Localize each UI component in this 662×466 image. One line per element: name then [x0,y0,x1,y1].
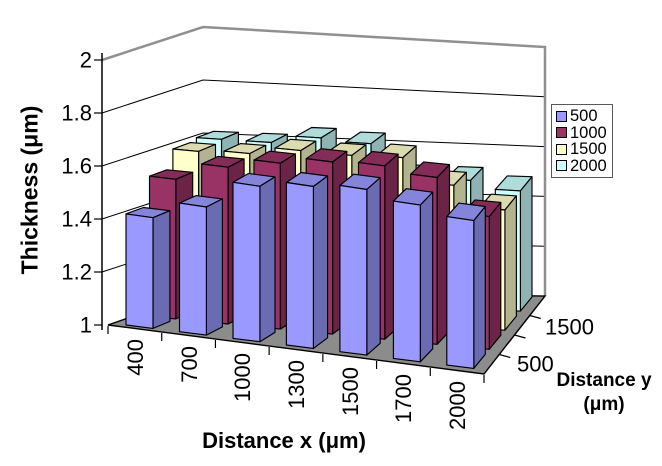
legend-swatch [556,143,567,155]
bar-front-face [392,200,421,363]
gridline [101,132,546,167]
bar-500-x1300 [285,171,329,349]
legend-label: 2000 [570,156,607,175]
bar-front-face [339,184,368,356]
legend-item: 1500 [556,141,607,158]
bar-front-face [125,213,154,329]
depth-axis-title-line1: Distance y [556,370,652,391]
legend: 500 1000 1500 2000 [551,104,613,178]
category-axis-tick-label: 400 [122,338,148,376]
value-axis-tick-label: 1.4 [61,206,92,232]
depth-axis-title-line2: (μm) [583,394,625,415]
legend-label: 1000 [570,123,607,142]
value-axis-tick-label: 1.6 [61,153,92,179]
bar-front-face [178,202,207,336]
legend-item: 1000 [556,123,607,142]
bar-front-face [446,216,475,369]
bar-500-x1700 [392,188,434,363]
category-axis-title: Distance x (μm) [202,428,366,453]
bar-500-x400 [125,206,171,329]
gridline [101,79,546,114]
bar-side-face [473,205,486,369]
category-axis-tick-label: 1300 [284,359,309,409]
bar-side-face [312,175,329,349]
category-axis-tick-label: 1000 [230,352,256,402]
value-axis-tick-label: 2 [79,47,92,73]
bar-front-face [285,181,314,349]
bar-side-face [504,195,517,331]
bar-500-x700 [178,195,223,336]
legend-item: 2000 [556,156,607,175]
depth-axis-tick-label: 500 [517,351,554,377]
legend-swatch [556,160,567,172]
category-axis-tick-label: 700 [176,345,202,383]
bar-500-x1500 [339,173,381,356]
bar-side-face [366,177,381,356]
depth-axis-title: Distance y (μm) [556,369,651,417]
bar-500-x1000 [232,172,276,343]
category-axis-tick-label: 1500 [337,366,363,416]
value-axis-tick-label: 1 [79,312,92,338]
depth-axis-tick-label: 1500 [545,314,594,340]
category-axis-tick-label: 1700 [391,373,417,423]
depth-axis-tick [529,314,541,320]
legend-swatch [556,110,567,122]
category-axis-tick-label: 2000 [445,380,471,430]
bar-front-face [232,181,261,343]
value-axis-title: Thickness (μm) [16,105,43,275]
value-axis-tick-label: 1.2 [61,259,92,285]
bar-side-face [419,191,434,363]
bar-500-x2000 [446,202,486,369]
depth-axis-tick [514,334,526,339]
legend-swatch [556,127,567,139]
bar-side-face [205,198,223,336]
bar-side-face [152,210,171,329]
bar-side-face [488,201,502,350]
legend-label: 1500 [570,140,607,158]
wall-border [101,25,547,296]
bar-side-face [259,176,276,343]
value-axis-tick-label: 1.8 [61,100,92,126]
legend-label: 500 [570,107,598,125]
bar-side-face [519,176,533,312]
legend-item: 500 [556,108,607,125]
depth-axis-tick [499,353,511,359]
